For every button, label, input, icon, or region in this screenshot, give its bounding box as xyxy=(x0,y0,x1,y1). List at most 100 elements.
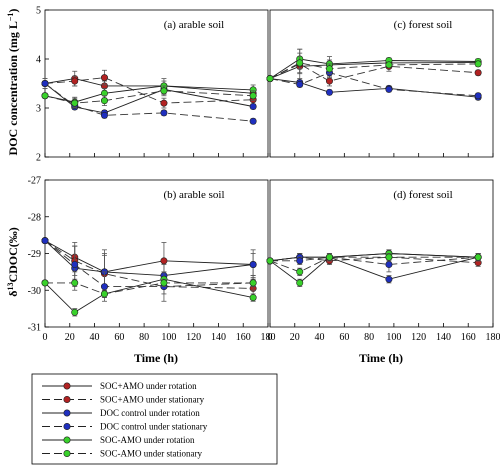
data-point xyxy=(296,80,304,88)
x-tick-label: 100 xyxy=(386,332,401,343)
legend-marker xyxy=(63,436,71,444)
data-point xyxy=(100,290,108,298)
data-point xyxy=(41,237,49,245)
x-tick-label: 100 xyxy=(161,332,176,343)
panel-title: (b) arable soil xyxy=(163,189,224,201)
data-point xyxy=(160,257,168,265)
data-point xyxy=(249,294,257,302)
x-tick-label: 80 xyxy=(139,332,149,343)
x-tick-label: 120 xyxy=(411,332,426,343)
x-tick-label: 80 xyxy=(364,332,374,343)
data-point xyxy=(325,65,333,73)
data-point xyxy=(385,261,393,269)
legend-label: DOC control under stationary xyxy=(100,422,208,432)
x-tick-label: 60 xyxy=(114,332,124,343)
x-tick-label: 120 xyxy=(186,332,201,343)
data-point xyxy=(474,92,482,100)
data-point xyxy=(296,279,304,287)
data-point xyxy=(249,117,257,125)
data-point xyxy=(266,257,274,265)
data-point xyxy=(100,97,108,105)
panel-frame xyxy=(44,9,269,158)
data-point xyxy=(71,279,79,287)
data-point xyxy=(71,308,79,316)
data-point xyxy=(249,279,257,287)
x-tick-label: 140 xyxy=(436,332,451,343)
legend-marker xyxy=(63,409,71,417)
y-axis-title-doc: DOC concentration (mg L−1) xyxy=(6,9,20,156)
y-tick-label: -30 xyxy=(28,286,41,297)
data-point xyxy=(160,109,168,117)
y-tick-label: 2 xyxy=(36,153,41,164)
y-tick-label: -28 xyxy=(28,212,41,223)
chart-panels: 2 3 4 5 (a) arable soil (c) forest soil 0 20 40 6… xyxy=(28,6,500,344)
legend-marker xyxy=(63,382,71,390)
x-axis-title-right: Time (h) xyxy=(359,351,403,365)
data-point xyxy=(71,77,79,85)
x-tick-label: 160 xyxy=(461,332,476,343)
data-point xyxy=(296,268,304,276)
data-point xyxy=(474,60,482,68)
legend-marker xyxy=(63,449,71,457)
series-line xyxy=(270,256,479,265)
panel-frame xyxy=(44,179,269,328)
data-point xyxy=(325,253,333,261)
legend-label: SOC-AMO under stationary xyxy=(100,449,202,459)
data-point xyxy=(296,59,304,67)
y-tick-label: -31 xyxy=(28,323,41,334)
legend-box xyxy=(31,373,278,465)
x-tick-label: 0 xyxy=(43,332,48,343)
panel-title: (a) arable soil xyxy=(164,19,224,31)
data-point xyxy=(385,61,393,69)
panel-frame xyxy=(269,179,494,328)
data-point xyxy=(160,279,168,287)
legend-marker xyxy=(63,422,71,430)
legend-label: SOC-AMO under rotation xyxy=(100,435,195,445)
x-tick-label: 180 xyxy=(486,332,500,343)
y-tick-label: 4 xyxy=(36,55,41,66)
panel-1-1: 0 20 40 60 80 100 120 140 160 180 (d) forest soil xyxy=(266,179,500,343)
data-point xyxy=(41,80,49,88)
data-point xyxy=(266,75,274,83)
data-point xyxy=(385,275,393,283)
panel-0-0: 2 3 4 5 (a) arable soil xyxy=(36,6,269,164)
y-tick-label: -29 xyxy=(28,249,41,260)
series-line xyxy=(44,77,254,104)
x-tick-label: 60 xyxy=(339,332,349,343)
data-point xyxy=(325,88,333,96)
x-tick-label: 20 xyxy=(65,332,75,343)
data-point xyxy=(249,261,257,269)
x-tick-label: 180 xyxy=(261,332,276,343)
panel-1-0: 0 20 40 60 80 100 120 140 160 180 -31 -30 -29 -28 -27 (… xyxy=(28,176,276,344)
data-point xyxy=(249,92,257,100)
y-tick-label: 3 xyxy=(36,104,41,115)
x-tick-label: 0 xyxy=(268,332,273,343)
data-point xyxy=(41,279,49,287)
y-axis-title-delta13c: δ13CDOC(‰) xyxy=(6,227,20,297)
data-point xyxy=(325,77,333,85)
data-point xyxy=(71,99,79,107)
panel-0-1: (c) forest soil xyxy=(266,9,494,158)
panel-title: (c) forest soil xyxy=(394,19,453,31)
x-tick-label: 140 xyxy=(211,332,226,343)
x-tick-label: 160 xyxy=(236,332,251,343)
data-point xyxy=(100,111,108,119)
x-tick-label: 40 xyxy=(90,332,100,343)
legend-label: SOC+AMO under stationary xyxy=(100,395,205,405)
x-axis-title-left: Time (h) xyxy=(134,351,178,365)
x-tick-label: 20 xyxy=(290,332,300,343)
legend-label: DOC control under rotation xyxy=(100,408,200,418)
series-line xyxy=(44,240,254,289)
data-point xyxy=(385,85,393,93)
data-point xyxy=(296,257,304,265)
y-tick-label: 5 xyxy=(36,6,41,17)
data-point xyxy=(249,103,257,111)
y-tick-label: -27 xyxy=(28,176,41,187)
x-tick-label: 40 xyxy=(315,332,325,343)
data-point xyxy=(100,283,108,291)
legend-label: SOC+AMO under rotation xyxy=(100,381,197,391)
panel-title: (d) forest soil xyxy=(393,189,452,201)
data-point xyxy=(41,92,49,100)
legend: SOC+AMO under rotation SOC+AMO under stat… xyxy=(31,373,278,465)
